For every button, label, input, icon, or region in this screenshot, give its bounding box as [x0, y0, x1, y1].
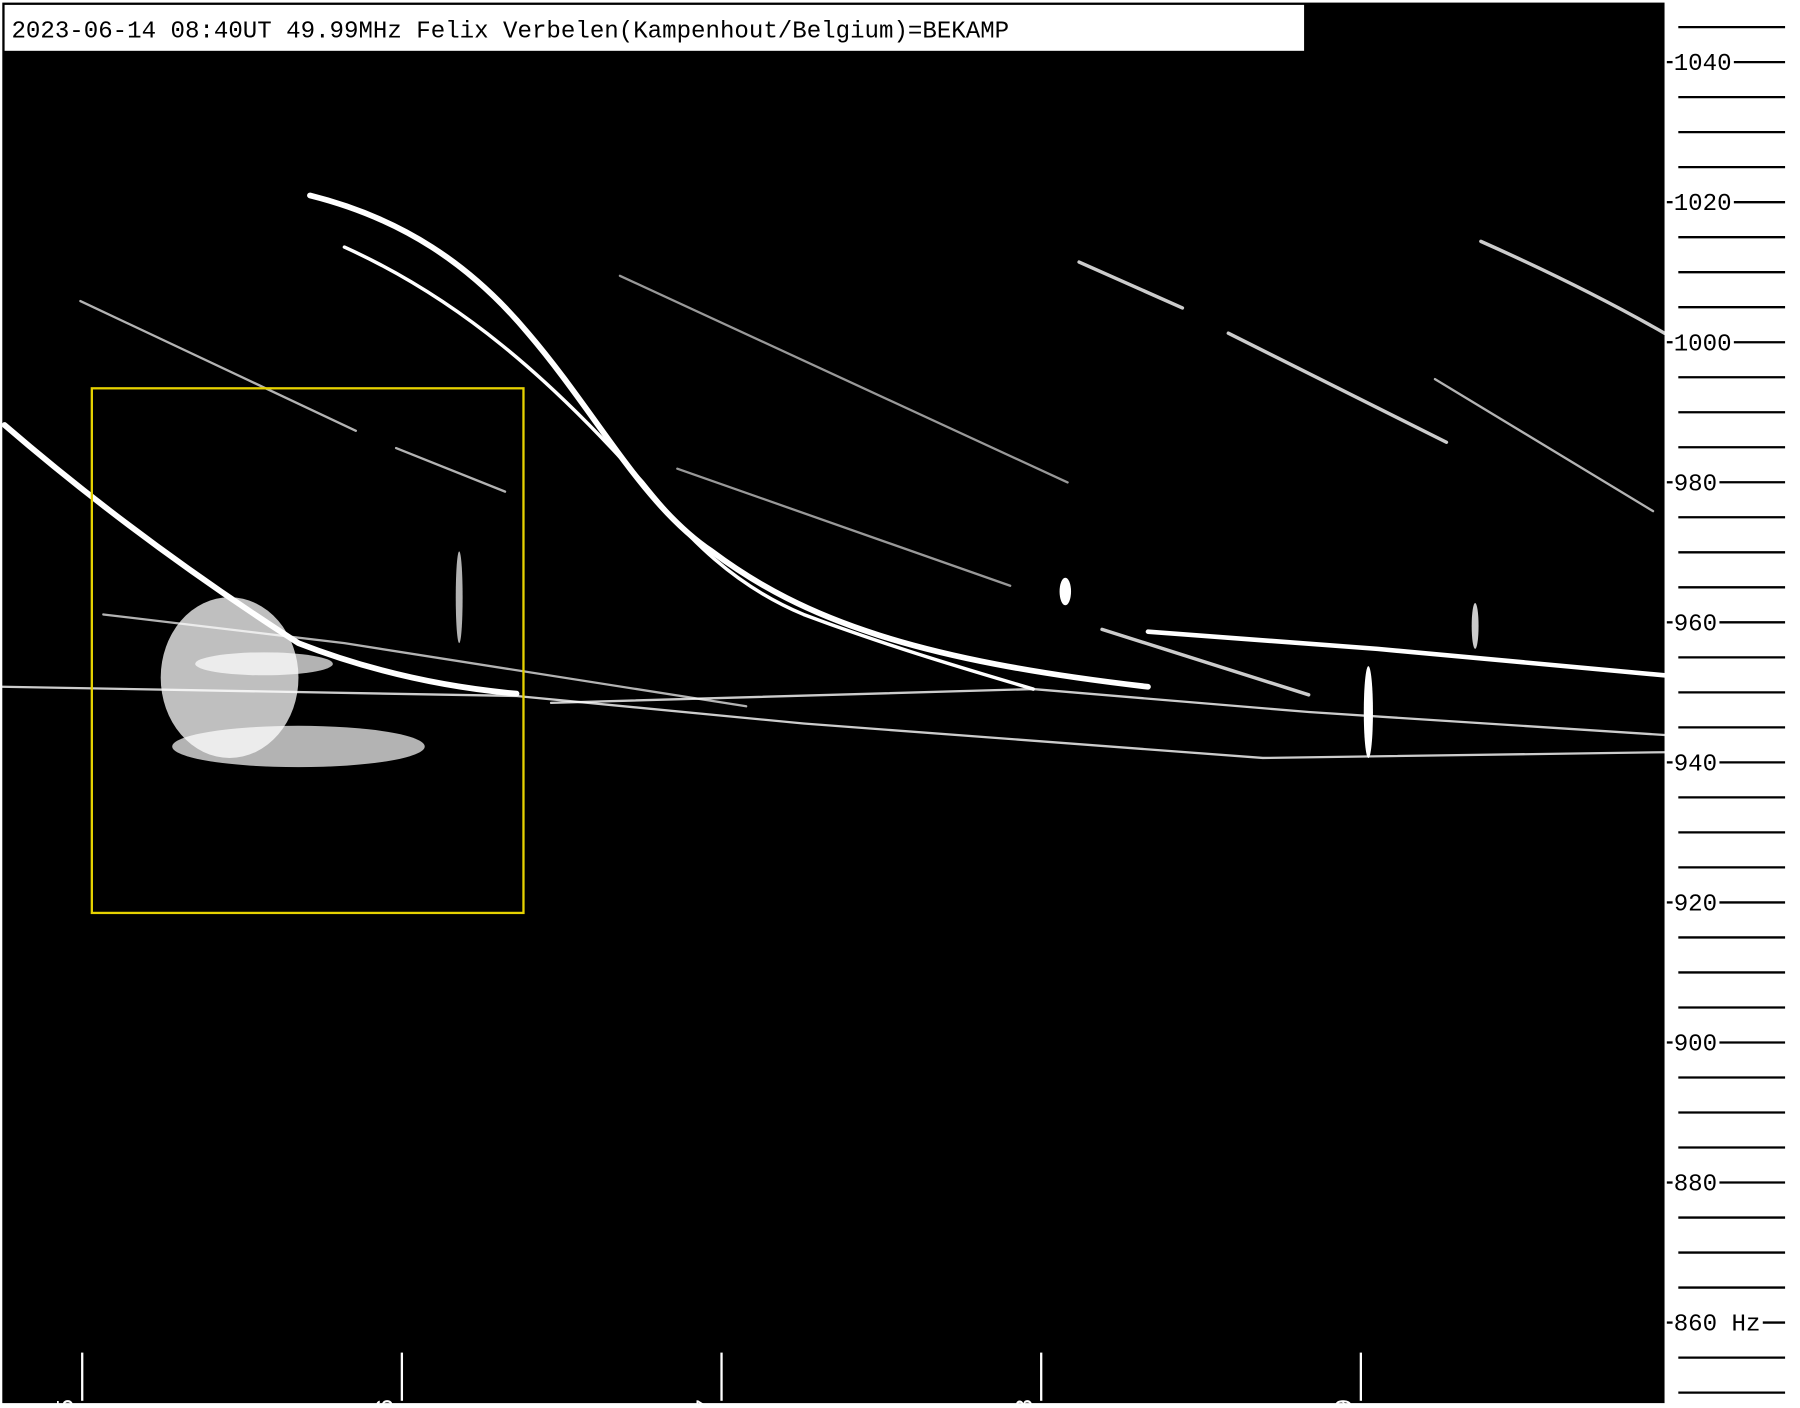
x-tick-label: 08:35	[54, 1399, 81, 1408]
y-tick-label: 940	[1674, 751, 1717, 778]
chart-title: 2023-06-14 08:40UT 49.99MHz Felix Verbel…	[11, 19, 1009, 46]
trace	[549, 687, 1666, 737]
echo-blob	[1363, 666, 1373, 758]
y-tick-label: 980	[1674, 471, 1717, 498]
echo-blob	[195, 652, 333, 676]
y-tick-label: 960	[1674, 611, 1717, 638]
x-tick-label: 08:39	[1333, 1399, 1360, 1408]
trace	[1, 685, 1666, 760]
trace	[342, 245, 1035, 691]
trace	[79, 299, 358, 432]
echo-blob	[160, 597, 299, 758]
trace	[1100, 627, 1311, 697]
trace	[1433, 377, 1655, 513]
trace	[1077, 260, 1185, 310]
trace	[1145, 629, 1667, 678]
y-tick-label: 1020	[1674, 191, 1732, 218]
x-tick-label: 08:37	[693, 1399, 720, 1408]
highlight-box	[90, 387, 525, 915]
y-tick-label: 1000	[1674, 331, 1732, 358]
title-box	[4, 4, 1305, 51]
y-tick-label: 880	[1674, 1172, 1717, 1199]
y-tick-label: 920	[1674, 891, 1717, 918]
echo-blob	[1471, 602, 1479, 649]
y-tick-label: 1040	[1674, 51, 1732, 78]
x-tick-label: 08:38	[1013, 1399, 1040, 1408]
traces	[1, 192, 1667, 768]
trace	[1226, 331, 1449, 444]
y-tick-label: 860 Hz	[1674, 1312, 1761, 1339]
trace	[394, 446, 507, 493]
trace	[1479, 239, 1667, 335]
echo-blob	[172, 725, 425, 768]
trace	[676, 467, 1012, 587]
echo-blob	[1059, 577, 1072, 606]
x-tick-label: 08:36	[374, 1399, 401, 1408]
trace	[618, 274, 1069, 484]
echo-blob	[455, 551, 463, 644]
y-tick-label: 900	[1674, 1032, 1717, 1059]
